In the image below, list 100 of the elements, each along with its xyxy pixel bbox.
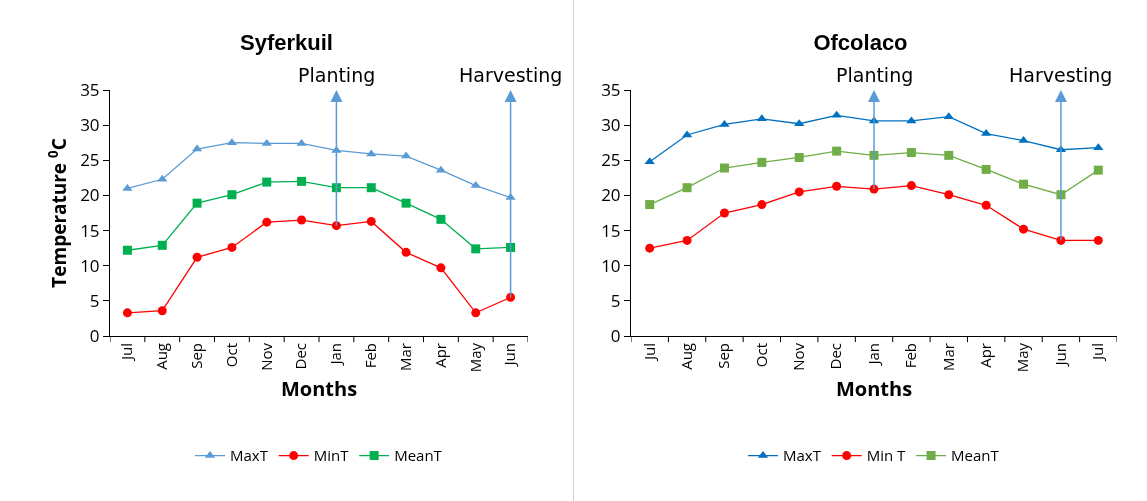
- point: [682, 183, 692, 193]
- point: [1019, 179, 1029, 189]
- y-tick-label: 5: [610, 288, 621, 312]
- legend-label: Min T: [866, 445, 907, 466]
- point: [1093, 165, 1103, 175]
- point: [719, 208, 729, 218]
- point: [297, 215, 307, 225]
- y-tick-label: 15: [80, 218, 100, 242]
- point: [1019, 224, 1029, 234]
- point: [331, 145, 342, 153]
- point: [297, 176, 307, 186]
- y-tick-label: 5: [89, 288, 100, 312]
- point: [944, 190, 954, 200]
- x-tick-label: Apr: [429, 343, 450, 368]
- point: [645, 243, 655, 253]
- point: [757, 157, 767, 167]
- y-tick-label: 20: [601, 183, 621, 207]
- x-tick-label: Sep: [713, 343, 734, 369]
- y-tick-label: 10: [601, 253, 621, 277]
- point: [794, 152, 804, 162]
- x-tick-label: Feb: [900, 343, 921, 369]
- x-tick-label: Dec: [290, 343, 311, 370]
- point: [906, 148, 916, 158]
- chart-title: Syferkuil: [240, 30, 333, 56]
- x-axis-title: Months: [280, 374, 358, 402]
- x-tick-label: Jul: [116, 343, 137, 363]
- point: [157, 306, 167, 316]
- point: [719, 119, 730, 127]
- point: [192, 198, 202, 208]
- ref-line-label: Planting: [836, 64, 914, 86]
- point: [157, 174, 168, 182]
- point: [366, 183, 376, 193]
- point: [436, 214, 446, 224]
- y-tick-label: 25: [80, 148, 100, 172]
- point: [227, 190, 237, 200]
- x-tick-label: Aug: [151, 343, 172, 370]
- y-tick-label: 20: [80, 183, 100, 207]
- point: [831, 110, 842, 118]
- x-tick-label: Sep: [185, 343, 206, 369]
- ref-line-label: Harvesting: [1009, 64, 1113, 86]
- x-tick-label: Jul: [1087, 343, 1108, 363]
- x-tick-label: Mar: [937, 343, 958, 371]
- point: [944, 150, 954, 160]
- x-axis-title: Months: [835, 374, 913, 402]
- legend-label: MaxT: [783, 445, 822, 466]
- chart-title: Ofcolaco: [813, 30, 908, 56]
- point: [719, 163, 729, 173]
- x-tick-label: May: [1012, 342, 1033, 373]
- point: [122, 183, 133, 191]
- point: [981, 164, 991, 174]
- point: [471, 308, 481, 318]
- point: [366, 216, 376, 226]
- point: [262, 217, 272, 227]
- point: [331, 221, 341, 231]
- y-tick-label: 30: [80, 113, 100, 137]
- point: [1093, 235, 1103, 245]
- point: [471, 244, 481, 254]
- point: [296, 138, 307, 146]
- legend-label: MeanT: [394, 445, 443, 466]
- legend-label: MeanT: [951, 445, 1000, 466]
- point: [401, 247, 411, 257]
- x-tick-label: Nov: [788, 342, 809, 371]
- point: [506, 292, 516, 302]
- point: [682, 235, 692, 245]
- ref-line-label: Planting: [298, 64, 376, 86]
- point: [366, 149, 377, 157]
- x-tick-label: Nov: [255, 342, 276, 371]
- point: [906, 116, 917, 124]
- y-tick-label: 0: [610, 323, 621, 347]
- point: [981, 200, 991, 210]
- y-tick-label: 0: [89, 323, 100, 347]
- x-tick-label: May: [464, 342, 485, 373]
- ref-line-label: Harvesting: [459, 64, 563, 86]
- point: [906, 181, 916, 191]
- x-tick-label: Jun: [1049, 343, 1070, 368]
- y-tick-label: 35: [601, 77, 621, 101]
- y-tick-label: 35: [80, 77, 100, 101]
- legend-label: MinT: [313, 445, 350, 466]
- y-tick-label: 25: [601, 148, 621, 172]
- x-tick-label: Mar: [394, 343, 415, 371]
- point: [401, 198, 411, 208]
- x-tick-label: Feb: [360, 343, 381, 369]
- legend-label: MaxT: [230, 445, 269, 466]
- point: [261, 138, 272, 146]
- y-tick-label: 10: [80, 253, 100, 277]
- point: [794, 187, 804, 197]
- x-tick-label: Jul: [638, 343, 659, 363]
- x-tick-label: Dec: [825, 343, 846, 370]
- point: [262, 177, 272, 187]
- x-tick-label: Apr: [975, 343, 996, 368]
- x-tick-label: Jan: [862, 343, 883, 367]
- x-tick-label: Oct: [750, 343, 771, 368]
- point: [192, 252, 202, 262]
- point: [436, 263, 446, 273]
- point: [157, 240, 167, 250]
- y-tick-label: 30: [601, 113, 621, 137]
- point: [122, 245, 132, 255]
- point: [122, 308, 132, 318]
- x-tick-label: Aug: [675, 343, 696, 370]
- point: [757, 200, 767, 210]
